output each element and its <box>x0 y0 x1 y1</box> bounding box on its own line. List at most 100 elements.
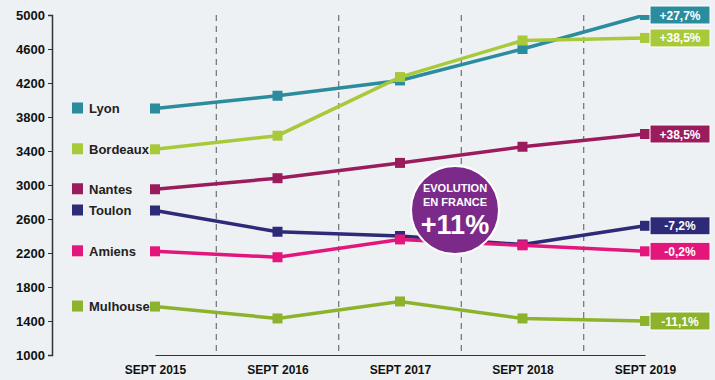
legend-item: Nantes <box>72 182 132 197</box>
tick-label: 3800 <box>16 110 45 125</box>
annotation-text: +11% <box>421 210 489 240</box>
tick: 5000 <box>16 8 52 23</box>
marker <box>640 33 650 43</box>
legend-label: Mulhouse <box>89 299 150 314</box>
legend-label: Bordeaux <box>89 142 150 157</box>
tick: 1400 <box>16 314 52 329</box>
marker <box>518 36 528 46</box>
legend-item: Toulon <box>72 203 131 218</box>
marker <box>150 206 160 216</box>
legend-item: Lyon <box>72 101 120 116</box>
end-label: -0,2% <box>664 245 696 259</box>
marker <box>640 221 650 231</box>
tick: SEPT 2018 <box>492 355 554 377</box>
tick-mark <box>48 321 52 322</box>
end-label: -11,1% <box>661 315 699 329</box>
separator <box>338 15 339 355</box>
end-label: +38,5% <box>659 31 700 45</box>
tick-label: SEPT 2016 <box>247 363 309 377</box>
tick-mark <box>48 151 52 152</box>
marker <box>640 15 650 20</box>
tick-mark <box>48 49 52 50</box>
line <box>155 134 645 189</box>
axis-line <box>156 355 646 356</box>
end-label-box <box>650 312 710 330</box>
tick: SEPT 2019 <box>615 355 677 377</box>
tick: 1000 <box>16 348 52 363</box>
background <box>0 0 715 380</box>
tick-label: 4600 <box>16 42 45 57</box>
marker <box>395 158 405 168</box>
tick: SEPT 2016 <box>247 355 309 377</box>
legend-swatch <box>72 205 83 216</box>
tick-mark <box>48 355 52 356</box>
tick-label: 3000 <box>16 178 45 193</box>
legend-swatch <box>72 183 83 194</box>
legend-item: Mulhouse <box>72 299 150 314</box>
tick: 2600 <box>16 212 52 227</box>
tick-label: SEPT 2015 <box>125 363 187 377</box>
legend-swatch <box>72 301 83 312</box>
plot-area <box>150 15 650 326</box>
marker <box>150 246 160 256</box>
tick-label: 2200 <box>16 246 45 261</box>
marker <box>150 104 160 114</box>
legend-item: Amiens <box>72 244 136 259</box>
legend-item: Bordeaux <box>72 142 150 157</box>
end-label-box <box>650 29 710 47</box>
line <box>155 15 645 109</box>
chart: 1000 1400 1800 2200 2600 3000 3400 3800 4200 4600… <box>0 0 715 380</box>
axis-line <box>48 16 53 356</box>
marker <box>273 313 283 323</box>
tick-mark <box>48 83 52 84</box>
end-label-box <box>650 125 710 143</box>
tick-label: 1800 <box>16 280 45 295</box>
tick-label: 1000 <box>16 348 45 363</box>
marker <box>273 227 283 237</box>
tick: 4200 <box>16 76 52 91</box>
legend-label: Nantes <box>89 182 132 197</box>
end-label: +38,5% <box>659 128 700 142</box>
tick-label: SEPT 2017 <box>370 363 432 377</box>
tick: 3800 <box>16 110 52 125</box>
marker <box>518 142 528 152</box>
annotation-text: EN FRANCE <box>423 196 487 208</box>
marker <box>150 144 160 154</box>
tick-label: 4200 <box>16 76 45 91</box>
legend-label: Toulon <box>89 203 131 218</box>
legend-swatch <box>72 245 83 256</box>
tick-label: 5000 <box>16 8 45 23</box>
tick-label: SEPT 2019 <box>615 363 677 377</box>
tick: 1800 <box>16 280 52 295</box>
end-labels: +27,7%+38,5%+38,5%-7,2%-0,2%-11,1% <box>650 6 710 330</box>
separator <box>583 15 584 355</box>
tick-label: SEPT 2018 <box>492 363 554 377</box>
end-label-box <box>650 6 710 24</box>
line <box>155 211 645 245</box>
marker <box>518 313 528 323</box>
marker <box>150 302 160 312</box>
marker <box>150 184 160 194</box>
tick: 3000 <box>16 178 52 193</box>
line <box>155 38 645 149</box>
marker <box>273 131 283 141</box>
end-label: +27,7% <box>659 9 700 23</box>
marker <box>518 240 528 250</box>
tick-label: 2600 <box>16 212 45 227</box>
legend-swatch <box>72 103 83 114</box>
marker <box>640 129 650 139</box>
marker <box>273 252 283 262</box>
legend-label: Lyon <box>89 101 120 116</box>
marker <box>518 240 528 250</box>
tick: SEPT 2017 <box>370 355 432 377</box>
x-axis: SEPT 2015 SEPT 2016 SEPT 2017 SEPT 2018 SEPT… <box>125 355 677 377</box>
tick-mark <box>48 15 52 16</box>
tick-label: 3400 <box>16 144 45 159</box>
annotation: EVOLUTION EN FRANCE +11% <box>411 166 499 254</box>
tick-mark <box>48 117 52 118</box>
tick-mark <box>48 287 52 288</box>
annotation-circle <box>411 166 499 254</box>
tick: 4600 <box>16 42 52 57</box>
annotation-text: EVOLUTION <box>423 182 487 194</box>
end-label-box <box>650 217 710 235</box>
